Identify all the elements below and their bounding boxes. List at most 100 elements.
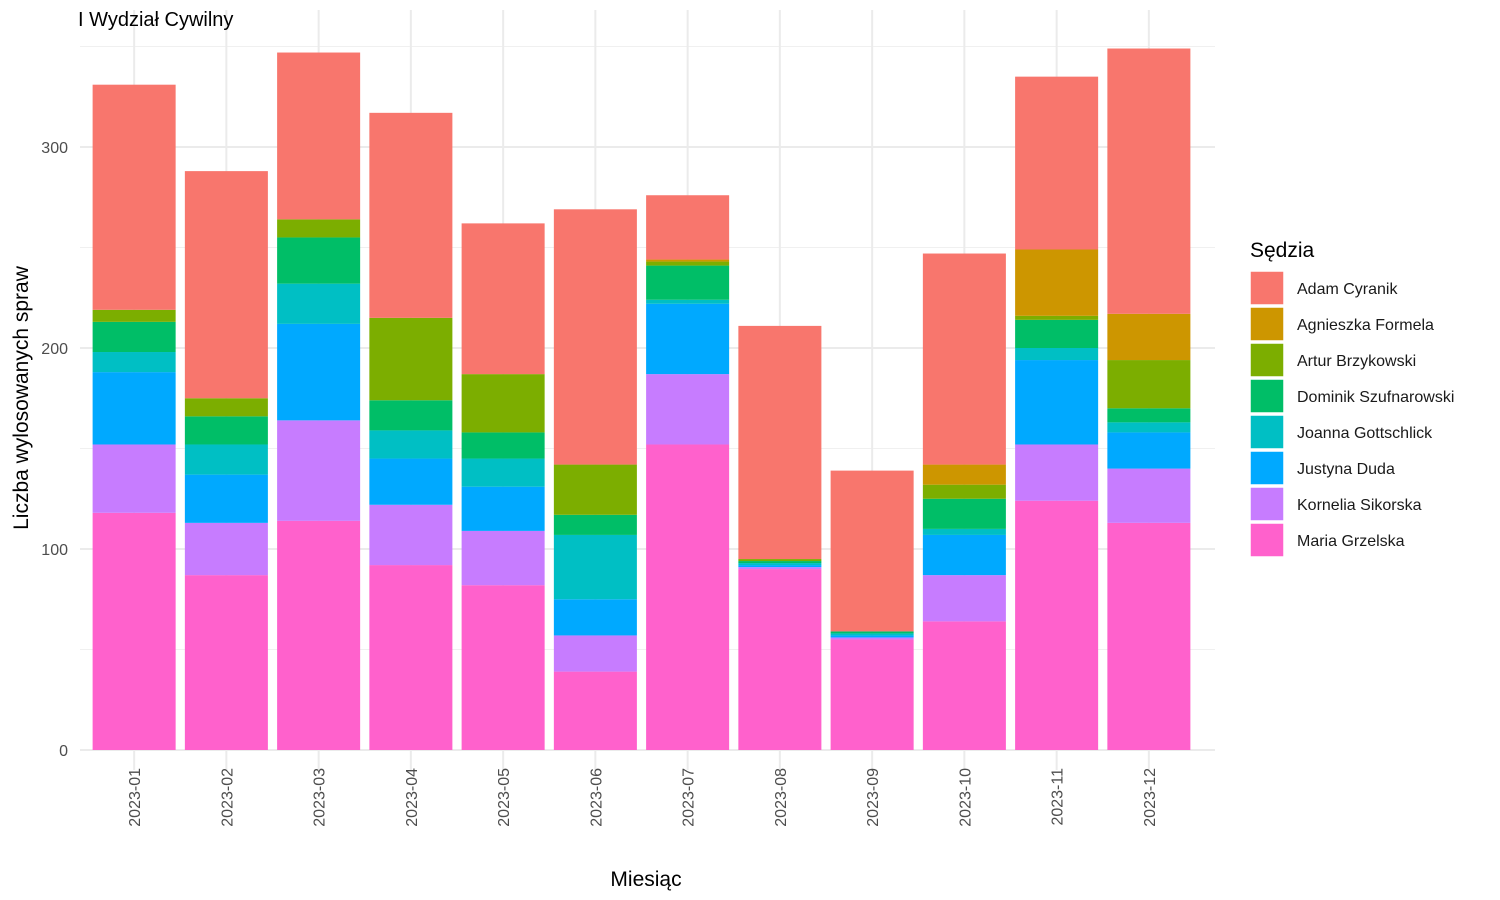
bar-segment [922,484,1006,499]
bar-segment [184,171,268,399]
bar-segment [738,567,822,570]
bar-segment [184,474,268,523]
bar-segment [646,303,730,375]
legend-key [1249,306,1285,342]
bar-segment [646,374,730,445]
y-tick-label: 300 [41,140,68,157]
bar-segment [1107,422,1191,433]
x-tick-label: 2023-03 [312,768,329,827]
bar-segment [1015,444,1099,501]
bar-segment [369,430,453,459]
legend-label: Artur Brzykowski [1297,353,1416,370]
bars [92,48,1191,750]
bar-segment [461,374,545,433]
y-tick-label: 200 [41,341,68,358]
x-axis-ticks: 2023-01 2023-02 2023-03 2023-04 2023-05 2023-… [127,768,1159,827]
bar-segment [92,512,176,750]
y-tick-label: 100 [41,542,68,559]
bar-segment [184,575,268,750]
bar-segment [738,559,822,562]
bar-segment [277,219,361,238]
bar-segment [1015,360,1099,445]
legend-key [1249,342,1285,378]
bar-segment [92,84,176,310]
bar-segment [738,569,822,750]
x-tick-label: 2023-12 [1142,768,1159,827]
bar-segment [646,265,730,300]
bar-segment [461,530,545,586]
bar-segment [922,253,1006,465]
bar-segment [369,112,453,318]
x-tick-label: 2023-07 [681,768,698,827]
bar-segment [922,621,1006,750]
bar-segment [461,585,545,750]
bar-segment [1107,360,1191,409]
bar-segment [92,309,176,322]
bar-segment [738,561,822,564]
bar-segment [461,458,545,487]
y-axis-title: Liczba wylosowanych spraw [10,265,33,530]
bar-segment [92,352,176,373]
x-tick-label: 2023-08 [773,768,790,827]
x-axis-title: Miesiąc [610,868,681,891]
bar-segment [92,372,176,445]
legend-label: Adam Cyranik [1297,281,1398,298]
legend-label: Agnieszka Formela [1297,317,1434,334]
bar-segment [369,458,453,505]
legend-key [1249,450,1285,486]
bar-segment [92,444,176,513]
bar-segment [830,635,914,638]
x-tick-label: 2023-05 [496,768,513,827]
bar-segment [553,514,637,535]
legend-key [1249,378,1285,414]
legend-label: Justyna Duda [1297,461,1395,478]
bar-segment [184,444,268,475]
y-axis-ticks: 0 100 200 300 [41,140,68,760]
bar-segment [830,470,914,632]
bar-segment [830,631,914,634]
bar-segment [369,400,453,431]
legend-key [1249,486,1285,522]
chart-title: I Wydział Cywilny [78,9,233,31]
legend-key [1249,270,1285,306]
bar-segment [922,498,1006,529]
x-tick-label: 2023-11 [1050,768,1067,826]
bar-segment [184,416,268,445]
bar-segment [184,398,268,417]
bar-segment [461,486,545,531]
bar-segment [646,195,730,260]
x-tick-label: 2023-02 [219,768,236,827]
x-tick-label: 2023-04 [404,768,421,827]
bar-segment [277,237,361,284]
legend: Sędzia Adam Cyranik Agnieszka Formela Artu… [1249,239,1454,558]
bar-segment [1015,249,1099,316]
bar-segment [1015,500,1099,750]
bar-segment [277,520,361,750]
bar-segment [922,528,1006,535]
bar-segment [830,637,914,640]
legend-key [1249,522,1285,558]
bar-segment [553,635,637,672]
bar-segment [277,52,361,220]
x-tick-label: 2023-06 [588,768,605,827]
bar-segment [1107,432,1191,469]
bar-segment [92,321,176,353]
bar-segment [922,575,1006,622]
bar-segment [553,534,637,600]
bar-segment [553,209,637,465]
bar-segment [461,223,545,375]
bar-segment [1107,48,1191,314]
legend-label: Maria Grzelska [1297,533,1405,550]
legend-label: Dominik Szufnarowski [1297,389,1454,406]
bar-segment [1107,408,1191,423]
bar-segment [922,534,1006,576]
bar-segment [1107,522,1191,750]
bar-segment [922,464,1006,485]
bar-segment [369,565,453,750]
bar-segment [1015,76,1099,250]
bar-segment [830,633,914,636]
bar-segment [184,522,268,576]
bar-segment [1107,313,1191,361]
bar-segment [1015,348,1099,361]
